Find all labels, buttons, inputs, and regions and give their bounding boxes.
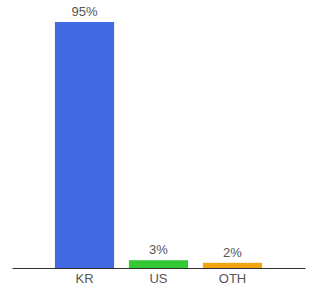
x-tick: OTH [219,271,246,286]
data-labels: 95% 3% 2% [71,4,242,260]
bar [55,22,114,268]
x-tick-label: OTH [219,271,246,286]
bars [55,22,262,268]
x-tick: US [149,271,167,286]
bar [129,260,188,268]
bar [203,263,262,268]
data-label: 3% [149,242,168,257]
data-label: 2% [223,245,242,260]
chart: 95% 3% 2% KR US OTH [0,0,320,300]
x-tick-label: US [149,271,167,286]
x-tick: KR [75,271,93,286]
x-axis: KR US OTH [13,269,306,287]
data-label: 95% [71,4,97,19]
x-axis-line [13,268,306,269]
x-tick-label: KR [75,271,93,286]
